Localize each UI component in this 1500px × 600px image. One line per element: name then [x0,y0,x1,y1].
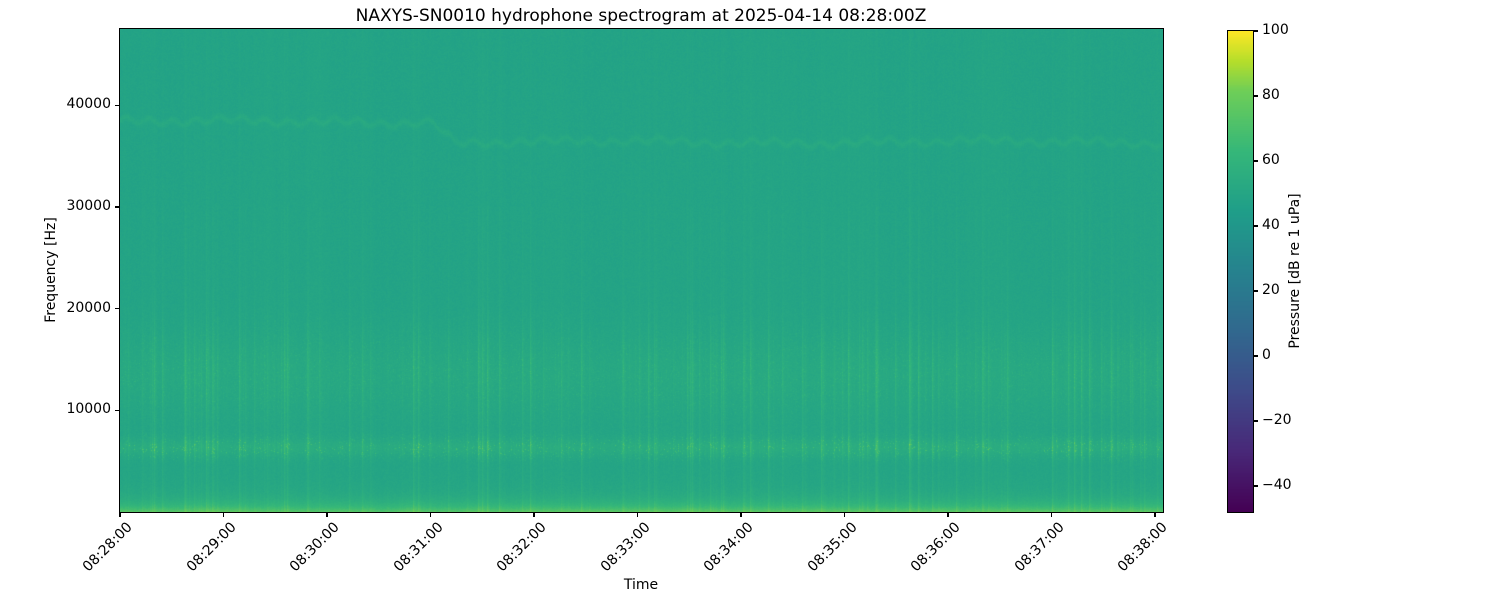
x-tick-mark [843,513,846,517]
colorbar-tick-label: 60 [1262,152,1280,168]
y-tick-label: 20000 [66,299,111,316]
colorbar-tick-label: −40 [1262,477,1292,493]
x-tick-label: 08:31:00 [390,519,447,576]
colorbar-tick-label: 100 [1262,22,1289,38]
x-tick-mark [119,513,121,517]
y-tick-mark [115,104,119,106]
x-tick-label: 08:32:00 [493,519,550,576]
colorbar-tick-label: 20 [1262,282,1280,298]
colorbar-tick-mark [1254,225,1258,227]
x-tick-label: 08:30:00 [286,519,343,576]
x-tick-mark [1050,513,1053,517]
colorbar-tick-mark [1254,355,1258,357]
y-tick-mark [115,409,119,412]
x-tick-mark [533,513,535,517]
colorbar-tick-mark [1254,290,1258,292]
x-tick-label: 08:29:00 [183,519,240,576]
x-tick-label: 08:35:00 [804,519,861,576]
colorbar-tick-mark [1254,30,1258,32]
colorbar-tick-label: 80 [1262,87,1280,103]
x-tick-mark [1154,513,1156,517]
x-tick-label: 08:28:00 [79,519,136,576]
plot-frame [119,28,1164,513]
x-tick-label: 08:37:00 [1011,519,1068,576]
x-axis-label: Time [623,577,659,593]
colorbar-tick-label: −20 [1262,412,1292,428]
x-tick-label: 08:33:00 [597,519,654,576]
x-tick-mark [740,513,742,517]
colorbar-tick-mark [1254,95,1258,97]
y-tick-mark [115,206,119,208]
chart-title: NAXYS-SN0010 hydrophone spectrogram at 2… [355,6,927,26]
x-tick-label: 08:38:00 [1114,519,1171,576]
x-tick-mark [947,513,949,517]
y-tick-label: 10000 [66,401,111,418]
colorbar-frame [1227,30,1254,513]
x-tick-mark [429,513,432,517]
colorbar-tick-mark [1254,160,1258,162]
x-tick-label: 08:34:00 [700,519,757,576]
x-tick-mark [326,513,328,517]
colorbar-tick-label: 40 [1262,217,1280,233]
y-tick-label: 40000 [66,96,111,113]
y-tick-label: 30000 [66,197,111,214]
colorbar-label: Pressure [dB re 1 uPa] [1287,193,1303,349]
colorbar-gradient-canvas [1228,31,1253,512]
spectrogram-heatmap-canvas [120,29,1163,512]
colorbar-tick-mark [1254,485,1258,487]
y-tick-mark [115,307,119,310]
colorbar-tick-mark [1254,420,1258,422]
colorbar-tick-label: 0 [1262,347,1271,363]
x-tick-label: 08:36:00 [907,519,964,576]
x-tick-mark [636,513,639,517]
x-tick-mark [222,513,225,517]
